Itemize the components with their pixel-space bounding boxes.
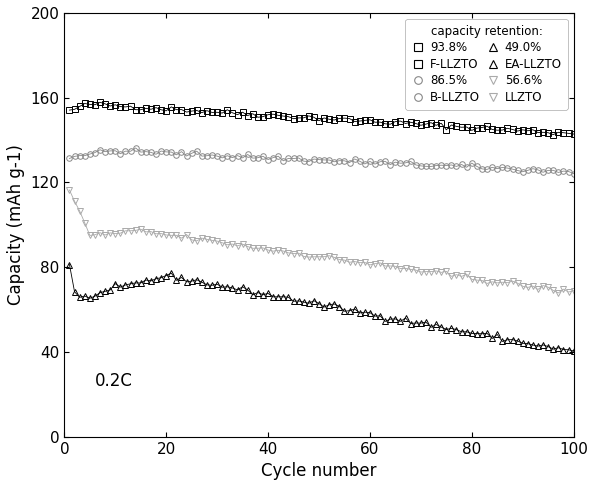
X-axis label: Cycle number: Cycle number	[261, 462, 377, 480]
Y-axis label: Capacity (mAh g-1): Capacity (mAh g-1)	[7, 144, 25, 305]
Legend: 93.8%, F-LLZTO, 86.5%, B-LLZTO, 49.0%, EA-LLZTO, 56.6%, LLZTO: 93.8%, F-LLZTO, 86.5%, B-LLZTO, 49.0%, E…	[405, 19, 568, 110]
Text: 0.2C: 0.2C	[95, 372, 133, 390]
